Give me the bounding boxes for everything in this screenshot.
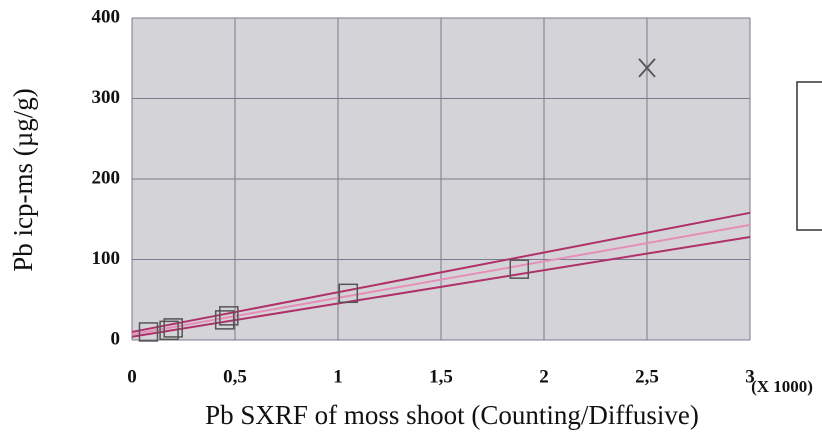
x-tick-label: 2 bbox=[539, 366, 549, 387]
x-axis-label: Pb SXRF of moss shoot (Counting/Diffusiv… bbox=[205, 400, 699, 430]
point bbox=[509, 259, 530, 279]
legend-box bbox=[796, 81, 822, 231]
point bbox=[338, 283, 359, 304]
point bbox=[138, 322, 159, 342]
point bbox=[214, 310, 235, 330]
fit-line bbox=[131, 223, 751, 336]
y-tick-label: 200 bbox=[92, 167, 121, 188]
point bbox=[159, 320, 179, 341]
point bbox=[219, 306, 239, 326]
outlier-point bbox=[638, 58, 656, 78]
y-tick-label: 300 bbox=[92, 87, 121, 108]
x-tick-label: 0 bbox=[127, 366, 137, 387]
x-tick-label: 1 bbox=[333, 366, 343, 387]
x-tick-label: 0,5 bbox=[223, 366, 247, 387]
x-multiplier: (X 1000) bbox=[751, 377, 813, 396]
fit-line bbox=[131, 211, 751, 333]
x-tick-label: 2,5 bbox=[635, 366, 659, 387]
x-tick-label: 3 bbox=[745, 366, 755, 387]
y-tick-label: 400 bbox=[92, 6, 121, 27]
y-axis-label: Pb icp-ms (µg/g) bbox=[8, 88, 38, 272]
fit-line bbox=[131, 235, 751, 338]
point bbox=[163, 318, 183, 338]
y-tick-label: 100 bbox=[92, 248, 121, 269]
y-tick-label: 0 bbox=[111, 328, 121, 349]
x-tick-label: 1,5 bbox=[429, 366, 453, 387]
